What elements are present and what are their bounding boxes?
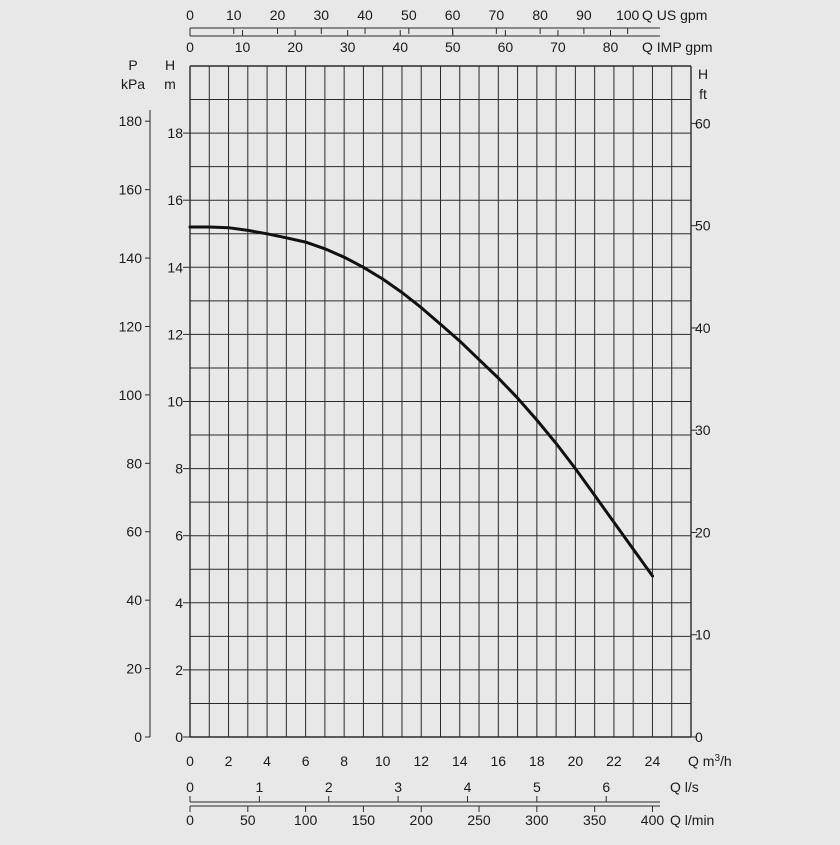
x-tick-label: 8: [340, 753, 348, 769]
ft-tick-label: 0: [695, 729, 703, 745]
imp-gpm-tick-label: 60: [498, 39, 514, 55]
y-tick-label: 6: [175, 528, 183, 544]
l-per-min-tick-label: 150: [352, 812, 376, 828]
ft-tick-label: 40: [695, 320, 711, 336]
us-gpm-tick-label: 90: [576, 7, 592, 23]
x-tick-label: 14: [452, 753, 468, 769]
us-gpm-tick-label: 30: [314, 7, 330, 23]
l-per-s-tick-label: 0: [186, 779, 194, 795]
l-per-min-tick-label: 350: [583, 812, 607, 828]
imp-gpm-tick-label: 20: [287, 39, 303, 55]
x-tick-label: 16: [491, 753, 507, 769]
y-tick-label: 2: [175, 662, 183, 678]
pressure-tick-label: 20: [126, 661, 142, 677]
imp-gpm-tick-label: 50: [445, 39, 461, 55]
x-tick-label: 2: [225, 753, 233, 769]
y-tick-label: 8: [175, 461, 183, 477]
y-tick-label: 16: [167, 192, 183, 208]
l-per-min-tick-label: 50: [240, 812, 256, 828]
pressure-tick-label: 40: [126, 592, 142, 608]
l-per-min-tick-label: 0: [186, 812, 194, 828]
pressure-tick-label: 140: [119, 250, 143, 266]
x-tick-label: 6: [302, 753, 310, 769]
l-per-min-tick-label: 200: [410, 812, 434, 828]
l-per-min-axis-title: Q l/min: [670, 812, 714, 828]
y-tick-label: 14: [167, 259, 183, 275]
x-tick-label: 20: [568, 753, 584, 769]
l-per-s-tick-label: 3: [394, 779, 402, 795]
ft-tick-label: 50: [695, 218, 711, 234]
pressure-tick-label: 180: [119, 113, 143, 129]
y-axis-unit: m: [164, 76, 176, 92]
us-gpm-tick-label: 100: [616, 7, 640, 23]
x-tick-label: 22: [606, 753, 622, 769]
imp-gpm-axis-title: Q IMP gpm: [642, 39, 713, 55]
pressure-tick-label: 160: [119, 182, 143, 198]
l-per-min-tick-label: 300: [525, 812, 549, 828]
us-gpm-tick-label: 10: [226, 7, 242, 23]
l-per-min-tick-label: 250: [467, 812, 491, 828]
pressure-tick-label: 100: [119, 387, 143, 403]
us-gpm-tick-label: 0: [186, 7, 194, 23]
us-gpm-axis-title: Q US gpm: [642, 7, 707, 23]
us-gpm-tick-label: 40: [357, 7, 373, 23]
us-gpm-tick-label: 70: [489, 7, 505, 23]
imp-gpm-tick-label: 80: [603, 39, 619, 55]
pressure-tick-label: 60: [126, 524, 142, 540]
pressure-tick-label: 120: [119, 318, 143, 334]
ft-axis-unit: ft: [699, 86, 707, 102]
ft-tick-label: 30: [695, 422, 711, 438]
us-gpm-tick-label: 50: [401, 7, 417, 23]
l-per-s-tick-label: 2: [325, 779, 333, 795]
us-gpm-tick-label: 60: [445, 7, 461, 23]
series-line: [188, 225, 654, 578]
x-tick-label: 10: [375, 753, 391, 769]
y-tick-label: 12: [167, 326, 183, 342]
l-per-s-tick-label: 6: [602, 779, 610, 795]
y-tick-label: 0: [175, 729, 183, 745]
ft-axis-title: H: [698, 66, 708, 82]
us-gpm-tick-label: 20: [270, 7, 286, 23]
imp-gpm-tick-label: 30: [340, 39, 356, 55]
y-tick-label: 4: [175, 595, 183, 611]
pressure-axis-title: P: [128, 57, 137, 73]
pressure-axis-unit: kPa: [121, 76, 145, 92]
y-tick-label: 18: [167, 125, 183, 141]
l-per-s-tick-label: 1: [255, 779, 263, 795]
x-axis-title: Q m3/h: [688, 753, 732, 770]
l-per-s-axis-title: Q l/s: [670, 779, 699, 795]
imp-gpm-tick-label: 10: [235, 39, 251, 55]
x-tick-label: 0: [186, 753, 194, 769]
pressure-tick-label: 80: [126, 455, 142, 471]
imp-gpm-tick-label: 40: [392, 39, 408, 55]
l-per-s-tick-label: 4: [464, 779, 472, 795]
imp-gpm-tick-label: 70: [550, 39, 566, 55]
y-tick-label: 10: [167, 394, 183, 410]
x-tick-label: 24: [645, 753, 661, 769]
x-tick-label: 4: [263, 753, 271, 769]
pressure-tick-label: 0: [134, 729, 142, 745]
x-tick-label: 12: [413, 753, 429, 769]
ft-tick-label: 20: [695, 524, 711, 540]
l-per-min-tick-label: 100: [294, 812, 318, 828]
ft-tick-label: 60: [695, 115, 711, 131]
l-per-s-tick-label: 5: [533, 779, 541, 795]
us-gpm-tick-label: 80: [532, 7, 548, 23]
y-axis-title: H: [165, 57, 175, 73]
ft-tick-label: 10: [695, 627, 711, 643]
l-per-min-tick-label: 400: [641, 812, 665, 828]
x-tick-label: 18: [529, 753, 545, 769]
imp-gpm-tick-label: 0: [186, 39, 194, 55]
